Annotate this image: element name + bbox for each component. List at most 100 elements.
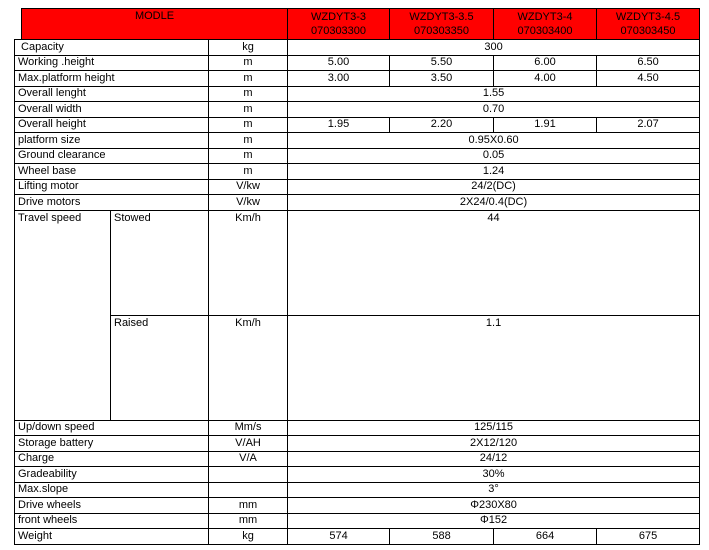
spec-unit: Km/h — [208, 209, 289, 316]
spec-sublabel-stowed: Stowed — [109, 209, 210, 316]
table-row-charge: Charge V/A 24/12 — [13, 450, 701, 467]
table-row-max-slope: Max.slope 3° — [13, 481, 701, 498]
spec-value: 6.50 — [596, 54, 701, 71]
spec-label: Charge — [13, 450, 210, 467]
spec-label: Drive wheels — [13, 497, 210, 514]
spec-value: 24/2(DC) — [287, 178, 701, 195]
spec-value: 44 — [287, 209, 701, 316]
table-row-up-down-speed: Up/down speed Mm/s 125/115 — [13, 419, 701, 436]
spec-unit: m — [208, 147, 289, 164]
spec-label: Drive motors — [13, 194, 210, 211]
table-row-travel-speed-stowed: Travel speed Stowed Km/h 44 — [14, 209, 701, 421]
spec-unit: V/AH — [208, 435, 289, 452]
spec-label: Ground clearance — [13, 147, 210, 164]
spec-value: 125/115 — [287, 419, 701, 436]
spec-value: 3.00 — [287, 70, 391, 87]
spec-value: 574 — [287, 528, 391, 545]
spec-value: 0.70 — [287, 101, 701, 118]
spec-value: 1.91 — [493, 116, 598, 133]
spec-value: 0.05 — [287, 147, 701, 164]
spec-unit: mm — [208, 497, 289, 514]
model-header-table: MODLE WZDYT3-3 070303300 WZDYT3-3.5 0703… — [21, 8, 700, 39]
spec-unit: m — [208, 70, 289, 87]
spec-unit: m — [208, 85, 289, 102]
model-name: WZDYT3-3.5 — [409, 11, 474, 23]
model-header-row: MODLE WZDYT3-3 070303300 WZDYT3-3.5 0703… — [21, 8, 700, 39]
spec-label: Up/down speed — [13, 419, 210, 436]
spec-value: 1.55 — [287, 85, 701, 102]
spec-unit: m — [208, 132, 289, 149]
spec-label: Working .height — [13, 54, 210, 71]
model-column-header-3: WZDYT3-4 070303400 — [493, 8, 597, 39]
model-column-header-1: WZDYT3-3 070303300 — [287, 8, 390, 39]
spec-value: 300 — [287, 39, 701, 56]
model-name: WZDYT3-4.5 — [615, 11, 681, 23]
spec-label: Overall height — [13, 116, 210, 133]
spec-unit: V/kw — [208, 178, 289, 195]
spec-value: 664 — [493, 528, 598, 545]
spec-label: Max.platform height — [13, 70, 210, 87]
table-row-platform-size: platform size m 0.95X0.60 — [13, 132, 701, 149]
spec-unit: kg — [208, 528, 289, 545]
spec-unit: m — [208, 163, 289, 180]
model-name: WZDYT3-3 — [311, 11, 366, 23]
spec-table: MODLE WZDYT3-3 070303300 WZDYT3-3.5 0703… — [13, 8, 701, 545]
spec-value: 1.95 — [287, 116, 391, 133]
spec-value: 4.00 — [493, 70, 598, 87]
model-code: 070303450 — [620, 25, 676, 37]
spec-value: 588 — [389, 528, 495, 545]
table-row-overall-height: Overall height m 1.95 2.20 1.91 2.07 — [13, 116, 701, 133]
table-row-capacity: Capacity kg 300 — [13, 39, 701, 56]
table-row-travel-speed-raised: Raised Km/h 1.1 — [15, 314, 701, 421]
spec-value: 5.00 — [287, 54, 391, 71]
table-row-overall-length: Overall lenght m 1.55 — [13, 85, 701, 102]
spec-label: Weight — [13, 528, 210, 545]
spec-label: Capacity — [13, 39, 210, 56]
spec-label-travel-speed: Travel speed — [14, 209, 111, 421]
spec-value: 1.24 — [287, 163, 701, 180]
model-column-header-4: WZDYT3-4.5 070303450 — [596, 8, 700, 39]
spec-label: Overall width — [13, 101, 210, 118]
model-label-cell: MODLE — [21, 8, 288, 39]
model-column-header-2: WZDYT3-3.5 070303350 — [389, 8, 494, 39]
spec-unit: m — [208, 54, 289, 71]
spec-unit — [208, 481, 289, 498]
spec-unit: m — [208, 101, 289, 118]
table-row-weight: Weight kg 574 588 664 675 — [13, 528, 701, 545]
spec-label: front wheels — [13, 512, 210, 529]
spec-body-table: Capacity kg 300 Working .height m 5.00 5… — [13, 39, 701, 545]
model-name: WZDYT3-4 — [517, 11, 573, 23]
model-code: 070303300 — [310, 25, 367, 37]
spec-value: 2.07 — [596, 116, 701, 133]
spec-unit: mm — [208, 512, 289, 529]
table-row-max-platform-height: Max.platform height m 3.00 3.50 4.00 4.5… — [13, 70, 701, 87]
spec-value: 3.50 — [389, 70, 495, 87]
table-row-working-height: Working .height m 5.00 5.50 6.00 6.50 — [13, 54, 701, 71]
model-code: 070303350 — [413, 25, 470, 37]
table-row-front-wheels: front wheels mm Φ152 — [13, 512, 701, 529]
spec-label: Overall lenght — [13, 85, 210, 102]
spec-sublabel-raised: Raised — [109, 314, 210, 421]
spec-unit: Km/h — [208, 314, 289, 421]
spec-value: 5.50 — [389, 54, 495, 71]
table-row-drive-motors: Drive motors V/kw 2X24/0.4(DC) — [13, 194, 701, 211]
spec-label: Wheel base — [13, 163, 210, 180]
table-row-lifting-motor: Lifting motor V/kw 24/2(DC) — [13, 178, 701, 195]
spec-unit: m — [208, 116, 289, 133]
table-row-gradeability: Gradeability 30% — [13, 466, 701, 483]
spec-value: 24/12 — [287, 450, 701, 467]
spec-label: Gradeability — [13, 466, 210, 483]
table-row-drive-wheels: Drive wheels mm Φ230X80 — [13, 497, 701, 514]
spec-unit: V/kw — [208, 194, 289, 211]
table-row-ground-clearance: Ground clearance m 0.05 — [13, 147, 701, 164]
spec-value: 2.20 — [389, 116, 495, 133]
spec-value: 2X12/120 — [287, 435, 701, 452]
spec-value: Φ152 — [287, 512, 701, 529]
spec-unit: V/A — [208, 450, 289, 467]
table-row-wheel-base: Wheel base m 1.24 — [13, 163, 701, 180]
spec-value: 4.50 — [596, 70, 701, 87]
spec-value: 3° — [287, 481, 701, 498]
model-code: 070303400 — [517, 25, 573, 37]
spec-value: 675 — [596, 528, 701, 545]
